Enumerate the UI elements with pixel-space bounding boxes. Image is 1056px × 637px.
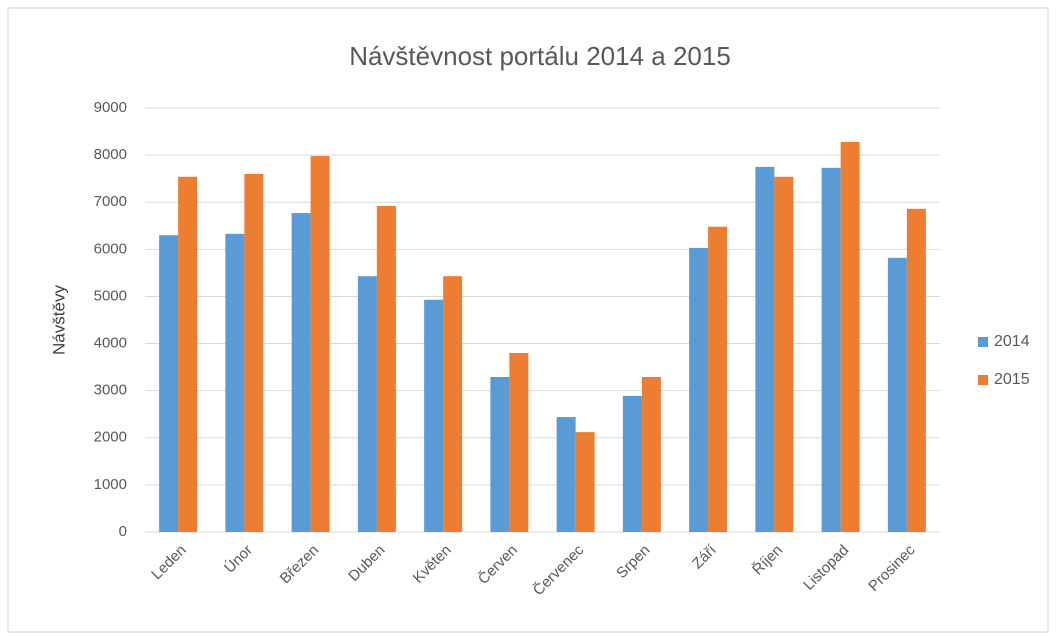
bar bbox=[443, 276, 463, 532]
bar bbox=[376, 205, 396, 533]
y-tick-label: 8000 bbox=[94, 146, 127, 163]
y-tick-label: 2000 bbox=[94, 429, 127, 446]
y-tick-label: 1000 bbox=[94, 476, 127, 493]
y-tick-label: 4000 bbox=[94, 335, 127, 352]
bar bbox=[357, 276, 377, 532]
bar bbox=[310, 156, 330, 532]
legend-swatch bbox=[978, 375, 988, 385]
y-tick-label: 9000 bbox=[94, 99, 127, 116]
bar bbox=[641, 377, 661, 532]
bar bbox=[575, 432, 595, 532]
bar bbox=[840, 141, 860, 533]
bar bbox=[178, 176, 198, 532]
bar bbox=[509, 352, 529, 532]
bar bbox=[622, 395, 642, 532]
bar bbox=[708, 226, 728, 532]
bar bbox=[906, 208, 926, 532]
bar bbox=[159, 235, 179, 532]
bar bbox=[291, 213, 311, 532]
bar bbox=[689, 247, 709, 533]
bar bbox=[424, 299, 444, 532]
y-tick-label: 7000 bbox=[94, 193, 127, 210]
y-tick-label: 0 bbox=[119, 523, 127, 540]
bar bbox=[244, 173, 264, 532]
legend-label: 2014 bbox=[994, 333, 1030, 350]
bar bbox=[887, 257, 907, 532]
y-tick-label: 3000 bbox=[94, 382, 127, 399]
bar bbox=[556, 417, 576, 532]
legend-label: 2015 bbox=[994, 371, 1030, 388]
bar bbox=[821, 167, 841, 532]
y-axis-label: Návštěvy bbox=[49, 285, 68, 355]
legend-swatch bbox=[978, 337, 988, 347]
chart-title: Návštěvnost portálu 2014 a 2015 bbox=[349, 41, 731, 71]
bar bbox=[490, 377, 510, 532]
y-tick-label: 6000 bbox=[94, 240, 127, 257]
y-tick-label: 5000 bbox=[94, 287, 127, 304]
bar bbox=[774, 176, 794, 532]
bar bbox=[755, 166, 775, 532]
bar bbox=[225, 233, 245, 532]
